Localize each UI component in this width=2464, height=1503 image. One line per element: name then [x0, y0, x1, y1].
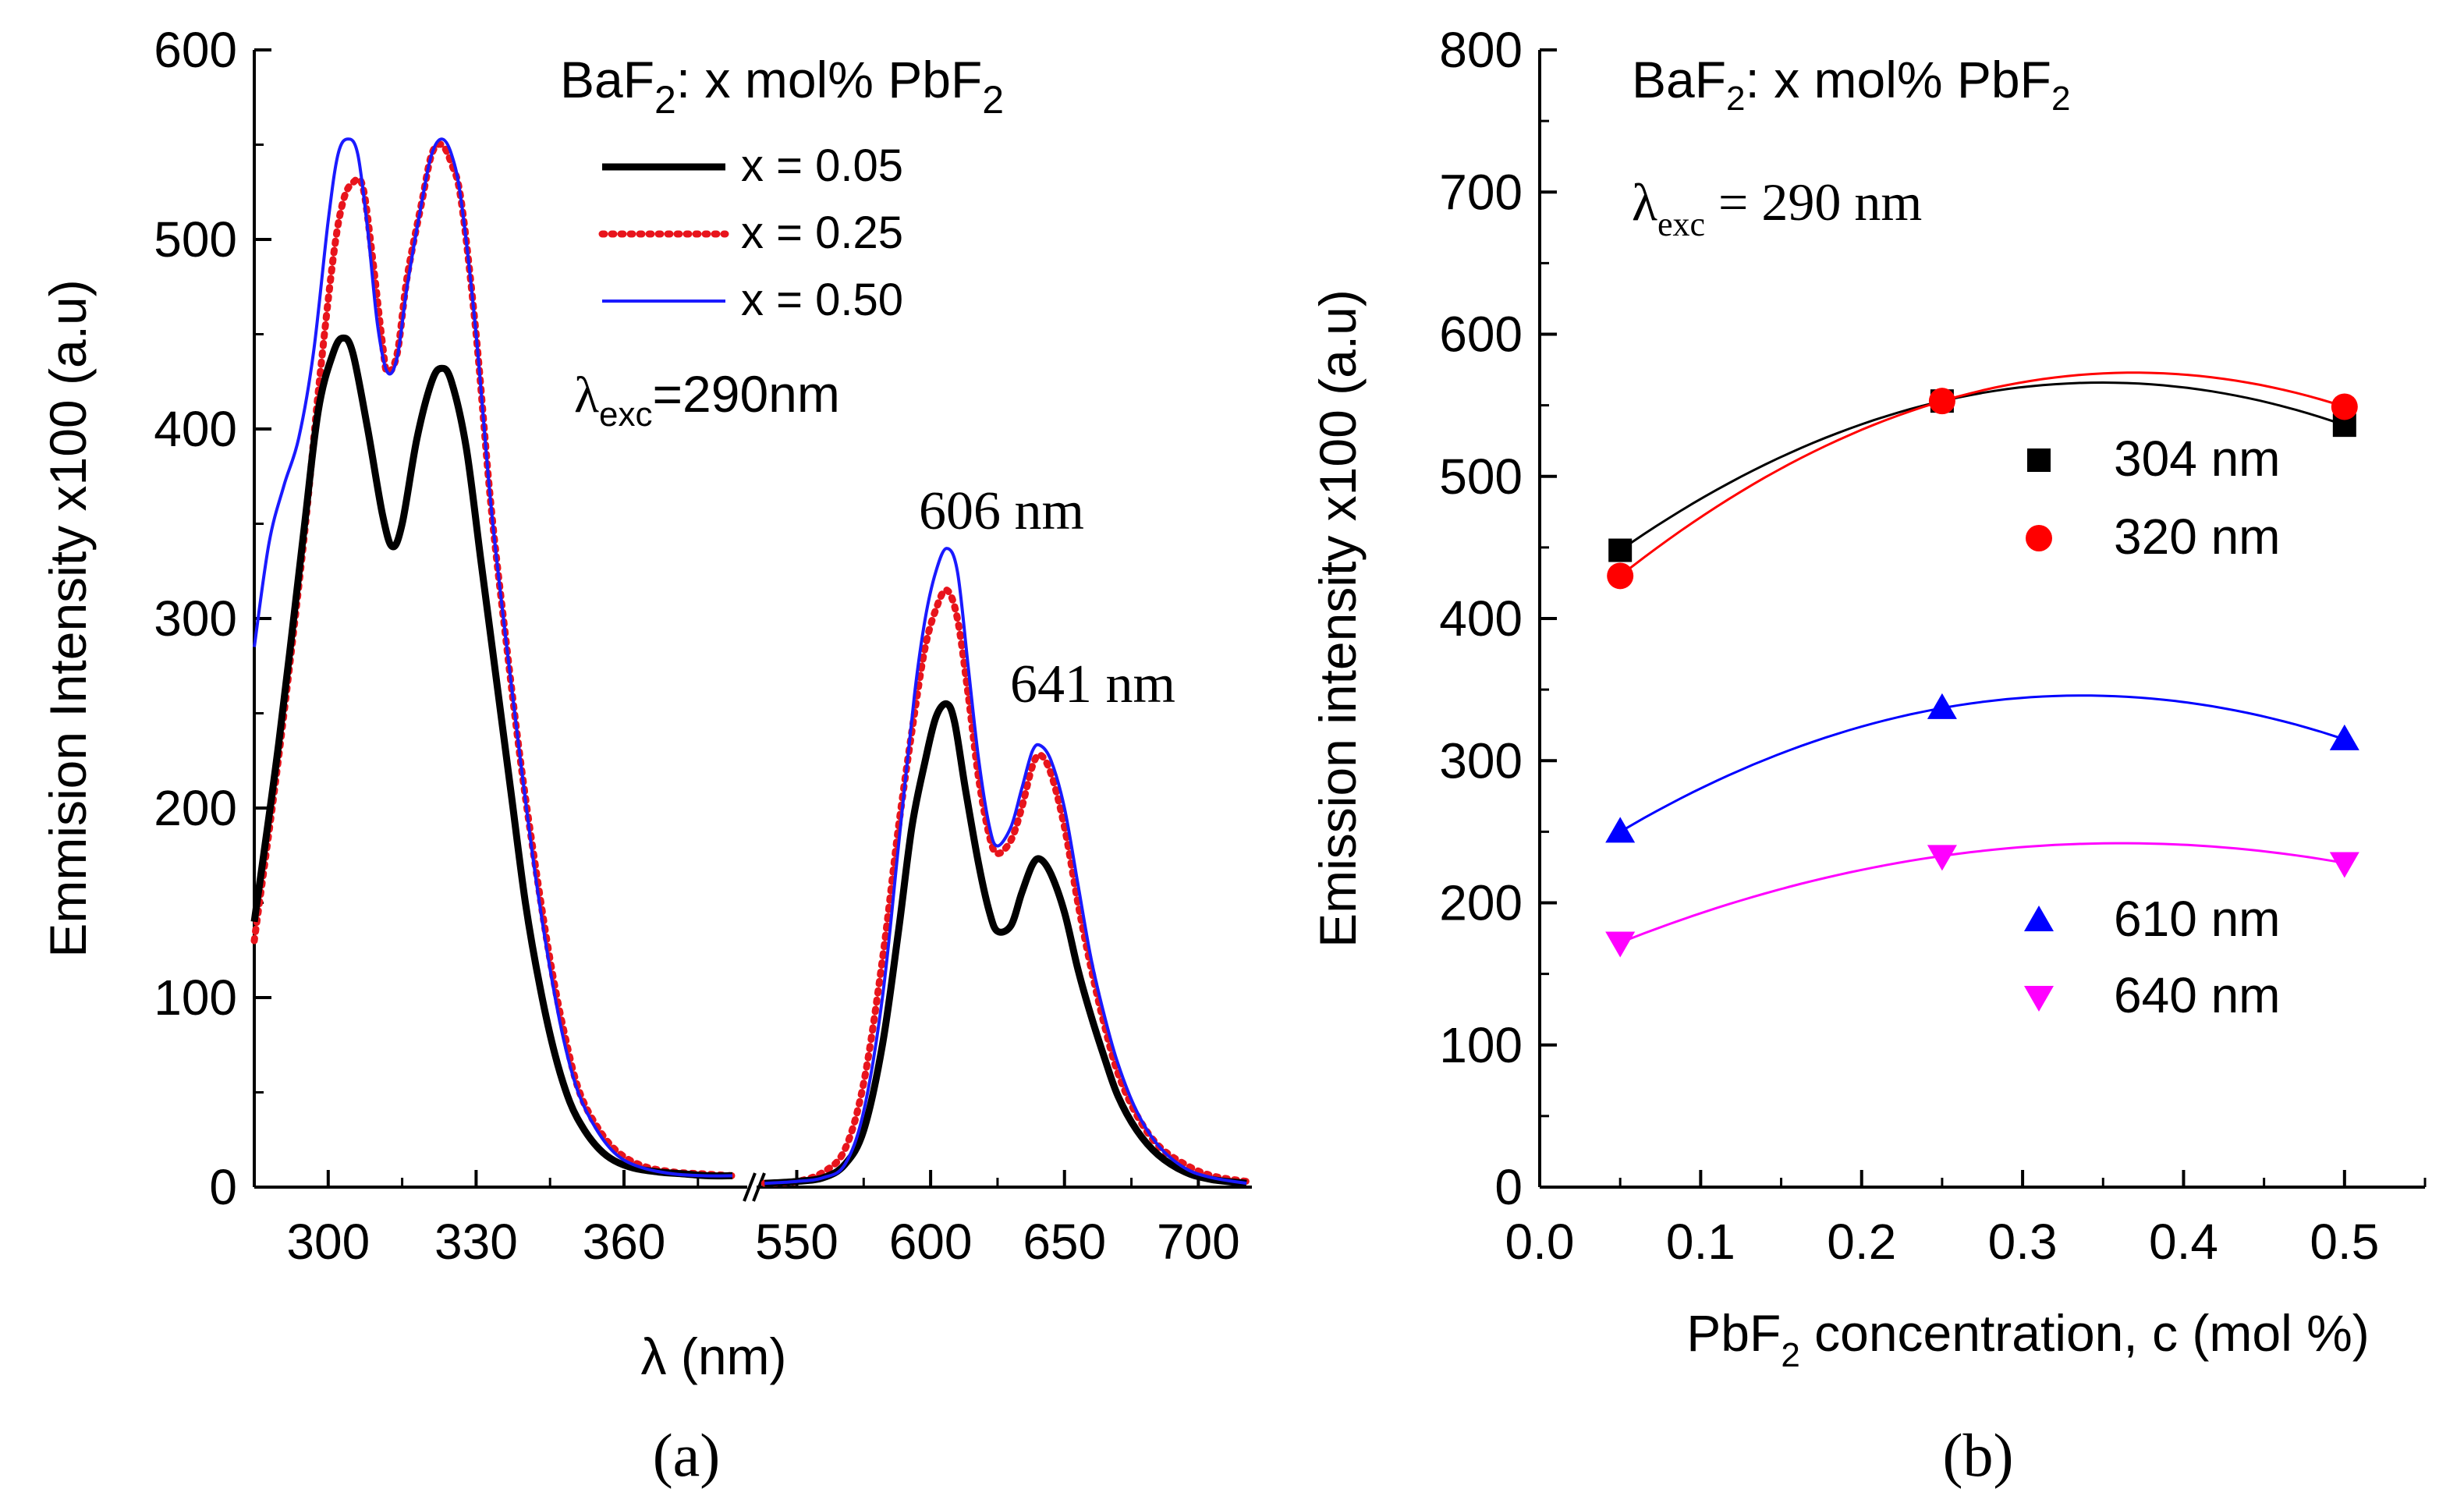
legend-label: 304 nm: [2114, 431, 2280, 487]
x-tick-label: 0.2: [1827, 1214, 1896, 1270]
y-tick-label: 400: [1439, 590, 1523, 647]
excitation-label: λexc = 290 nm: [1632, 172, 1922, 243]
series-line: [253, 137, 733, 1178]
x-axis-label: PbF2 concentration, c (mol %): [1686, 1304, 2369, 1374]
data-point: [2331, 393, 2358, 420]
x-tick-label: 700: [1157, 1214, 1240, 1270]
annotation-label: 606 nm: [919, 481, 1084, 541]
legend-marker: [2024, 986, 2054, 1012]
x-tick-label: 650: [1023, 1214, 1106, 1270]
legend-label: 640 nm: [2114, 967, 2280, 1023]
data-point: [1605, 817, 1636, 843]
data-point: [1607, 562, 1634, 590]
legend-marker: [2024, 906, 2054, 931]
data-point: [2329, 724, 2359, 750]
series-line: [764, 547, 1247, 1186]
y-tick-label: 500: [154, 211, 237, 268]
y-tick-label: 600: [154, 22, 237, 78]
excitation-label: λexc=290nm: [574, 365, 840, 434]
fit-curve: [1619, 381, 2345, 551]
chart-title: BaF2: x mol% PbF2: [1632, 51, 2070, 118]
x-tick-label: 0.4: [2149, 1214, 2218, 1270]
legend-label: x = 0.05: [741, 140, 903, 191]
fit-curve: [1619, 694, 2345, 833]
chart-title: BaF2: x mol% PbF2: [560, 51, 1004, 122]
y-tick-label: 200: [1439, 875, 1523, 931]
fit-curve: [1619, 371, 2345, 577]
y-tick-label: 300: [1439, 732, 1523, 789]
x-tick-label: 600: [889, 1214, 973, 1270]
data-point: [1927, 693, 1957, 719]
x-axis-label: λ (nm): [641, 1328, 787, 1385]
annotation-label: 641 nm: [1010, 654, 1175, 714]
legend-label: x = 0.25: [741, 207, 903, 258]
series-line: [250, 334, 733, 1180]
y-tick-label: 400: [154, 401, 237, 457]
y-tick-label: 100: [1439, 1017, 1523, 1073]
panel-a: 0 100 200 300 400 500 600 300 330 360 550 600 650 700…: [39, 22, 1252, 1489]
data-point: [1927, 845, 1957, 871]
y-axis-label: Emmision Intensity x100 (a.u): [39, 279, 97, 957]
fit-curve: [1619, 842, 2345, 944]
panel-b: 0 100 200 300 400 500 600 700 800 0.0 0.1 0.2 0.3 0.4…: [1309, 22, 2427, 1489]
panel-label: (b): [1943, 1421, 2014, 1489]
x-tick-label: 0.3: [1988, 1214, 2058, 1270]
y-axis-label: Emission intensity x100 (a.u): [1309, 289, 1367, 948]
y-tick-label: 800: [1439, 22, 1523, 78]
data-point: [2329, 852, 2359, 878]
legend-marker: [2027, 448, 2051, 472]
axis-break-mark: [752, 1172, 766, 1202]
x-tick-label: 0.0: [1505, 1214, 1575, 1270]
legend-label: x = 0.50: [741, 275, 903, 325]
series-line: [760, 586, 1250, 1187]
x-tick-label: 330: [434, 1214, 518, 1270]
data-point: [1605, 931, 1636, 958]
axis-break-mark: [743, 1172, 757, 1202]
y-tick-label: 100: [154, 970, 237, 1026]
y-tick-label: 500: [1439, 448, 1523, 505]
y-tick-label: 0: [1494, 1159, 1523, 1215]
x-tick-label: 360: [583, 1214, 666, 1270]
y-tick-label: 700: [1439, 164, 1523, 220]
x-tick-label: 0.5: [2310, 1214, 2379, 1270]
data-point: [1928, 388, 1955, 415]
panel-label: (a): [653, 1421, 721, 1489]
legend-label: 320 nm: [2114, 509, 2280, 565]
series-line: [764, 700, 1247, 1187]
y-tick-label: 300: [154, 590, 237, 647]
y-tick-label: 600: [1439, 307, 1523, 363]
data-point: [1608, 538, 1633, 562]
y-tick-label: 200: [154, 780, 237, 836]
x-tick-label: 550: [755, 1214, 838, 1270]
y-tick-label: 0: [209, 1159, 237, 1215]
legend-label: 610 nm: [2114, 891, 2280, 947]
x-tick-label: 0.1: [1666, 1214, 1735, 1270]
x-tick-label: 300: [286, 1214, 370, 1270]
legend-marker: [2026, 525, 2052, 551]
